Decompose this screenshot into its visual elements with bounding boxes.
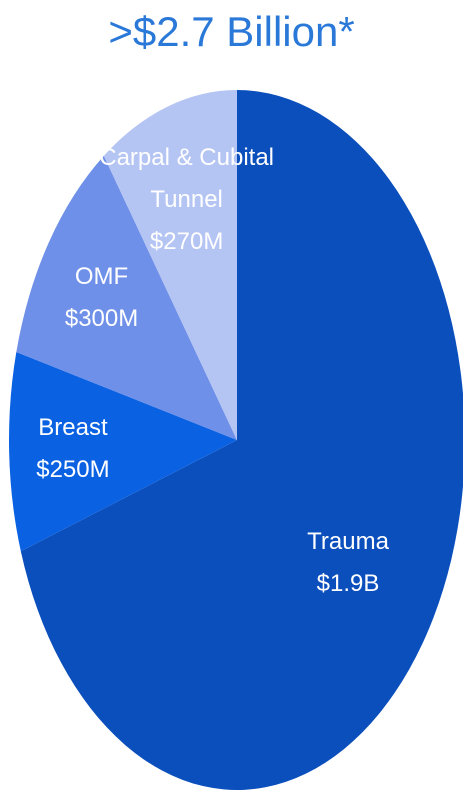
slice-value: $270M	[149, 228, 224, 256]
slice-name: Breast	[38, 413, 108, 441]
slice-value: $300M	[64, 304, 139, 332]
chart-title: >$2.7 Billion*	[108, 8, 355, 55]
slice-label: Breast $250M	[0, 407, 173, 491]
slice-name: OMF	[74, 262, 129, 290]
pie-slice	[103, 90, 237, 440]
slice-value: $1.9B	[316, 569, 380, 597]
slice-label: Carpal & Cubital Tunnel $270M	[87, 137, 287, 263]
pie-slice	[16, 155, 238, 440]
slice-label: Trauma $1.9B	[248, 521, 448, 605]
pie-slice	[20, 90, 463, 790]
slice-name: Trauma	[307, 527, 389, 555]
slice-name: Carpal & Cubital Tunnel	[99, 144, 274, 214]
pie-slice	[8, 352, 238, 552]
slice-label: OMF $300M	[2, 256, 202, 340]
slice-value: $250M	[36, 455, 110, 483]
